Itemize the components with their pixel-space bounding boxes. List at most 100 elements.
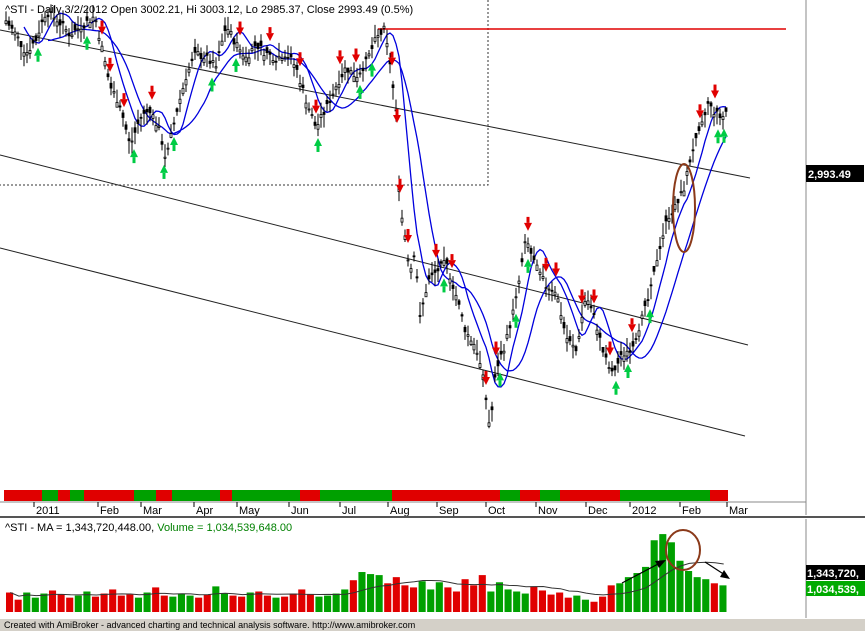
sell-arrow-stem — [354, 48, 358, 55]
price-bar-body — [307, 108, 311, 111]
buy-arrow — [612, 380, 620, 389]
price-bar-body — [457, 300, 461, 305]
volume-ma-line — [10, 561, 724, 597]
sell-arrow-stem — [390, 51, 394, 58]
buy-arrow-stem — [626, 372, 630, 378]
price-bar-body — [142, 109, 146, 114]
price-bar-body — [82, 25, 86, 29]
buy-arrow — [624, 364, 632, 372]
volume-ma-label: 1,343,720, — [807, 568, 859, 580]
price-bar-body — [613, 365, 617, 371]
sell-arrow — [388, 57, 396, 66]
buy-arrow — [314, 137, 322, 146]
x-tick-label: May — [239, 505, 260, 517]
chart-title: ^STI - Daily 3/2/2012 Open 3002.21, Hi 3… — [5, 4, 413, 16]
volume-bar — [581, 599, 589, 612]
volume-bar — [409, 587, 418, 612]
price-bar-body — [538, 271, 542, 275]
sell-arrow — [711, 90, 719, 99]
sell-arrow — [98, 26, 106, 35]
volume-bar — [384, 583, 392, 612]
x-tick-label: Mar — [729, 505, 748, 517]
price-bar-body — [322, 111, 326, 115]
sell-arrow-stem — [434, 243, 438, 250]
price-bar-body — [343, 67, 347, 73]
price-bar-body — [565, 338, 569, 344]
buy-arrow — [720, 128, 728, 137]
volume-bar — [349, 580, 357, 612]
price-bar-body — [67, 32, 71, 37]
price-bar-body — [211, 60, 215, 63]
price-bar-body — [262, 55, 266, 61]
volume-bar — [126, 594, 134, 612]
price-bar-body — [373, 37, 377, 42]
volume-bar — [659, 534, 667, 612]
price-bar-body — [604, 353, 608, 358]
price-bar-body — [52, 17, 56, 20]
annotation-ellipse — [672, 163, 696, 253]
x-tick-label: Oct — [488, 505, 505, 517]
price-bar-body — [304, 102, 308, 109]
price-bar-body — [154, 125, 158, 132]
volume-bar — [487, 591, 495, 612]
volume-bar — [667, 542, 675, 612]
buy-arrow-stem — [370, 70, 374, 77]
price-bar-body — [340, 73, 344, 78]
price-bar-body — [43, 16, 47, 23]
volume-header: ^STI - MA = 1,343,720,448.00, Volume = 1… — [5, 522, 292, 534]
price-bar-body — [544, 287, 548, 289]
price-bar-body — [91, 16, 95, 22]
sell-arrow-stem — [580, 289, 584, 296]
price-bar-body — [34, 35, 38, 41]
price-bar-body — [310, 114, 314, 117]
price-bar-body — [436, 268, 440, 272]
volume-bar — [435, 582, 443, 612]
sell-arrow — [336, 56, 344, 65]
price-bar-body — [496, 360, 500, 367]
x-tick-label: Aug — [390, 505, 410, 517]
volume-panel: ^STI - MA = 1,343,720,448.00, Volume = 1… — [0, 519, 865, 618]
volume-bar — [74, 595, 82, 612]
buy-arrow-stem — [614, 388, 618, 395]
price-bar-body — [46, 14, 50, 18]
price-bar-body — [352, 75, 356, 83]
volume-bar — [710, 583, 718, 612]
price-bar-body — [124, 124, 128, 130]
price-bar-body — [724, 107, 728, 112]
volume-bar — [375, 575, 383, 612]
price-bar-body — [238, 49, 242, 53]
volume-bar — [83, 591, 91, 612]
price-bar-body — [109, 82, 113, 89]
price-bar-body — [169, 133, 173, 138]
buy-arrow — [34, 47, 42, 56]
price-bar-body — [559, 315, 563, 320]
price-bar-body — [181, 88, 185, 95]
buy-arrow-stem — [442, 286, 446, 293]
price-bar-body — [274, 60, 278, 63]
price-bar-body — [106, 73, 110, 78]
price-bar-body — [292, 64, 296, 68]
buy-arrow — [83, 35, 91, 44]
price-bar-body — [325, 100, 329, 105]
price-bar-body — [715, 107, 719, 112]
volume-trend-arrowhead-up — [655, 560, 666, 568]
price-bar-body — [610, 367, 614, 372]
price-bar-body — [442, 260, 446, 266]
trend-strip-segment — [392, 490, 500, 501]
price-bar-body — [547, 288, 551, 291]
volume-bar — [169, 596, 177, 612]
volume-bar — [152, 587, 160, 612]
buy-arrow-stem — [316, 145, 320, 152]
price-bar-body — [49, 11, 53, 13]
price-bar-body — [406, 259, 410, 262]
price-bar-body — [469, 340, 473, 346]
buy-arrow — [232, 57, 240, 66]
volume-bar — [143, 592, 151, 612]
volume-bar — [676, 560, 684, 612]
price-bar-body — [685, 171, 689, 176]
sell-arrow — [492, 347, 500, 356]
price-bar-body — [583, 300, 587, 306]
volume-bar — [109, 589, 117, 612]
price-bar-body — [553, 291, 557, 296]
